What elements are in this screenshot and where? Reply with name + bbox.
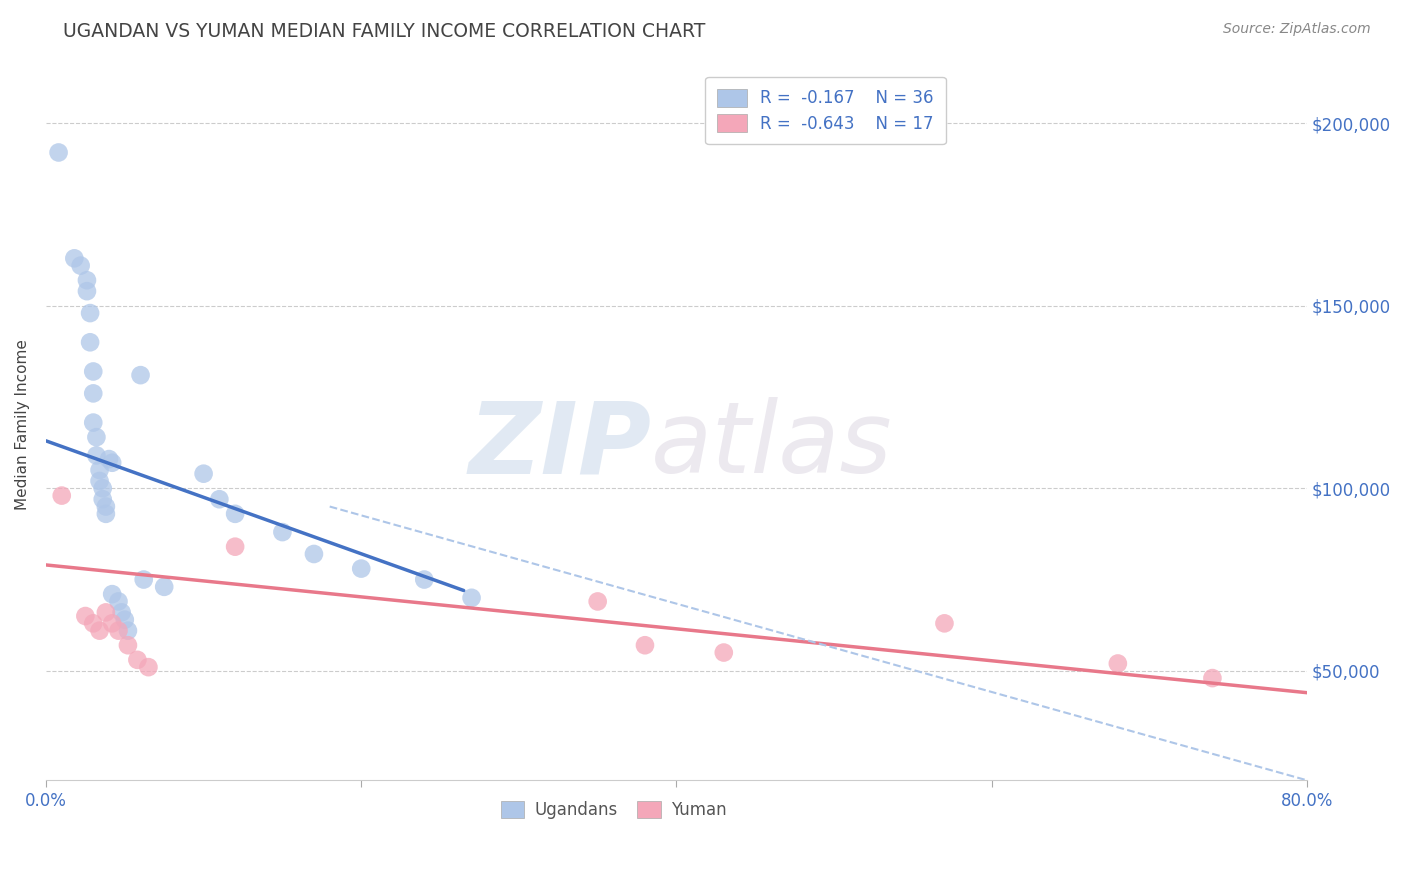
Point <box>101 587 124 601</box>
Point <box>153 580 176 594</box>
Point <box>86 449 108 463</box>
Point <box>302 547 325 561</box>
Point <box>75 609 97 624</box>
Point <box>107 594 129 608</box>
Point <box>634 638 657 652</box>
Point <box>79 335 101 350</box>
Point <box>94 500 117 514</box>
Point <box>193 467 215 481</box>
Text: UGANDAN VS YUMAN MEDIAN FAMILY INCOME CORRELATION CHART: UGANDAN VS YUMAN MEDIAN FAMILY INCOME CO… <box>63 22 706 41</box>
Point <box>82 616 104 631</box>
Point <box>413 573 436 587</box>
Point <box>91 492 114 507</box>
Point <box>107 624 129 638</box>
Point <box>271 525 294 540</box>
Point <box>82 364 104 378</box>
Point <box>934 616 956 631</box>
Point <box>76 284 98 298</box>
Point <box>86 430 108 444</box>
Point <box>82 386 104 401</box>
Text: Source: ZipAtlas.com: Source: ZipAtlas.com <box>1223 22 1371 37</box>
Point <box>208 492 231 507</box>
Point <box>101 456 124 470</box>
Point <box>117 638 139 652</box>
Point <box>350 561 373 575</box>
Point <box>1201 671 1223 685</box>
Point <box>94 507 117 521</box>
Point <box>89 463 111 477</box>
Y-axis label: Median Family Income: Median Family Income <box>15 339 30 510</box>
Point <box>63 252 86 266</box>
Point <box>51 489 73 503</box>
Point <box>79 306 101 320</box>
Point <box>138 660 160 674</box>
Text: atlas: atlas <box>651 397 893 494</box>
Point <box>101 616 124 631</box>
Point <box>91 481 114 495</box>
Point <box>48 145 70 160</box>
Point <box>129 368 152 383</box>
Point <box>94 606 117 620</box>
Point <box>1107 657 1129 671</box>
Point <box>586 594 609 608</box>
Legend: Ugandans, Yuman: Ugandans, Yuman <box>494 794 733 825</box>
Point <box>114 613 136 627</box>
Point <box>460 591 482 605</box>
Point <box>89 474 111 488</box>
Point <box>224 507 246 521</box>
Point <box>98 452 121 467</box>
Point <box>132 573 155 587</box>
Point <box>111 606 134 620</box>
Point <box>82 416 104 430</box>
Point <box>76 273 98 287</box>
Point <box>224 540 246 554</box>
Point <box>127 653 149 667</box>
Point <box>713 646 735 660</box>
Point <box>69 259 91 273</box>
Point <box>89 624 111 638</box>
Point <box>117 624 139 638</box>
Text: ZIP: ZIP <box>468 397 651 494</box>
